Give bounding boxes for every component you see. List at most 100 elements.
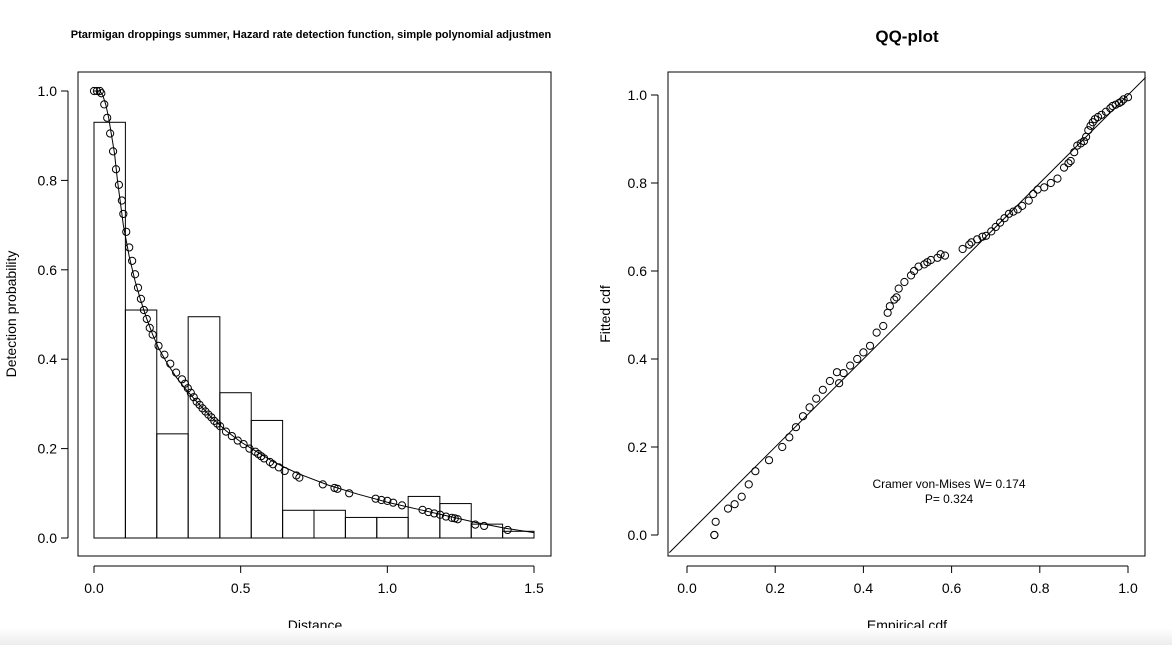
- detection-point: [111, 165, 121, 174]
- detection-point: [447, 513, 456, 522]
- qq-plot-panel: QQ-plot 0.0 0.2 0.4 0.6 0.8 1.0 0.00.20.40.60…: [597, 27, 1146, 633]
- histogram-bar: [282, 509, 315, 539]
- right-plot-box: [667, 71, 1146, 557]
- qq-point: [825, 376, 834, 386]
- detection-point: [274, 463, 283, 472]
- qq-point: [1059, 163, 1069, 172]
- qq-point: [1117, 97, 1126, 106]
- qq-point: [965, 240, 974, 249]
- qq-point: [910, 266, 919, 276]
- detection-point: [172, 368, 181, 377]
- detection-point: [333, 484, 342, 493]
- detection-point: [177, 375, 187, 384]
- detection-point: [145, 323, 154, 333]
- qq-point: [914, 262, 923, 271]
- histogram-bar: [250, 419, 284, 539]
- detection-point: [97, 89, 106, 98]
- qq-point: [791, 423, 801, 432]
- qq-point: [894, 284, 903, 293]
- qq-point: [1046, 178, 1055, 188]
- histogram-bar: [219, 392, 252, 539]
- left-x-tick-label: 1.5: [524, 580, 544, 596]
- detection-point: [183, 384, 192, 393]
- detection-point: [471, 520, 480, 529]
- detection-point: [160, 350, 169, 359]
- right-x-tick-label: 0.2: [765, 580, 785, 596]
- detection-point: [280, 466, 289, 476]
- right-y-axis: 0.0 0.2 0.4 0.6 0.8 1.0: [628, 87, 659, 543]
- left-y-tick-label: 0.4: [38, 351, 58, 367]
- detection-point: [453, 515, 462, 524]
- histogram-bar: [376, 516, 409, 539]
- histogram-bar: [313, 509, 346, 539]
- right-x-axis: 0.0 0.2 0.4 0.6 0.8 1.0: [677, 565, 1138, 596]
- detection-point: [418, 505, 427, 514]
- qq-point: [744, 480, 753, 489]
- qq-point: [1024, 196, 1033, 205]
- detection-point: [377, 495, 386, 505]
- detection-point: [114, 180, 124, 189]
- detection-point: [480, 521, 489, 531]
- left-x-tick-label: 0.5: [231, 580, 251, 596]
- qq-point: [730, 500, 739, 509]
- qq-point: [846, 361, 855, 370]
- reference-line: [669, 77, 1146, 553]
- qq-point: [805, 403, 814, 412]
- left-y-tick-label: 0.8: [38, 172, 58, 188]
- qq-point: [996, 218, 1005, 227]
- right-y-tick-label: 0.8: [628, 175, 648, 191]
- detection-point: [95, 86, 104, 96]
- left-x-tick-label: 1.0: [378, 580, 398, 596]
- histogram-bar: [156, 433, 189, 539]
- qq-point: [1040, 183, 1049, 192]
- qq-point: [1004, 209, 1014, 218]
- detection-point: [130, 270, 140, 279]
- right-y-tick-label: 0.6: [628, 263, 648, 279]
- histogram-bar: [470, 523, 504, 539]
- qq-point: [885, 302, 894, 311]
- detection-point: [133, 283, 143, 292]
- cvm-statistic-annotation: Cramer von-Mises W= 0.174: [872, 477, 1025, 491]
- qq-point: [1064, 159, 1073, 168]
- detection-point: [345, 489, 354, 498]
- detection-point: [503, 525, 512, 535]
- left-y-axis: 0.0 0.2 0.4 0.6 0.8 1.0: [38, 83, 69, 546]
- detection-point: [117, 196, 126, 205]
- qq-point: [832, 368, 842, 377]
- detection-point: [216, 422, 225, 431]
- qq-point: [1029, 189, 1038, 199]
- detection-point: [430, 509, 439, 518]
- histogram-bar: [93, 121, 126, 539]
- qq-point: [900, 277, 909, 287]
- histogram-bar: [124, 309, 158, 539]
- detection-point: [166, 359, 175, 368]
- left-chart-title: Ptarmigan droppings summer, Hazard rate …: [71, 29, 552, 41]
- fitted-detection-curve: [94, 90, 535, 534]
- qq-point: [859, 348, 868, 357]
- qq-point: [798, 412, 808, 421]
- right-y-tick-label: 0.2: [628, 439, 648, 455]
- qq-point: [1009, 207, 1018, 216]
- detection-point: [260, 454, 269, 463]
- detection-point: [318, 480, 327, 489]
- detection-point: [148, 330, 157, 339]
- right-x-tick-label: 0.8: [1030, 580, 1050, 596]
- qq-point: [778, 442, 787, 452]
- detection-point: [221, 427, 231, 436]
- histogram-bar: [502, 530, 535, 539]
- detection-point: [371, 494, 380, 503]
- left-x-axis: 0.0 0.5 1.0 1.5: [84, 565, 544, 596]
- qq-point: [723, 504, 733, 513]
- qq-point: [1070, 148, 1079, 157]
- detection-point: [154, 341, 163, 350]
- right-y-tick-label: 1.0: [628, 87, 648, 103]
- right-x-tick-label: 0.0: [677, 580, 697, 596]
- histogram-bars: [93, 121, 535, 539]
- qq-point: [1084, 126, 1093, 135]
- left-y-axis-label: Detection probability: [3, 251, 19, 378]
- right-x-tick-label: 1.0: [1118, 580, 1138, 596]
- qq-point: [1119, 95, 1128, 104]
- detection-point: [119, 209, 128, 219]
- qq-point: [892, 293, 901, 302]
- right-chart-title: QQ-plot: [875, 27, 939, 46]
